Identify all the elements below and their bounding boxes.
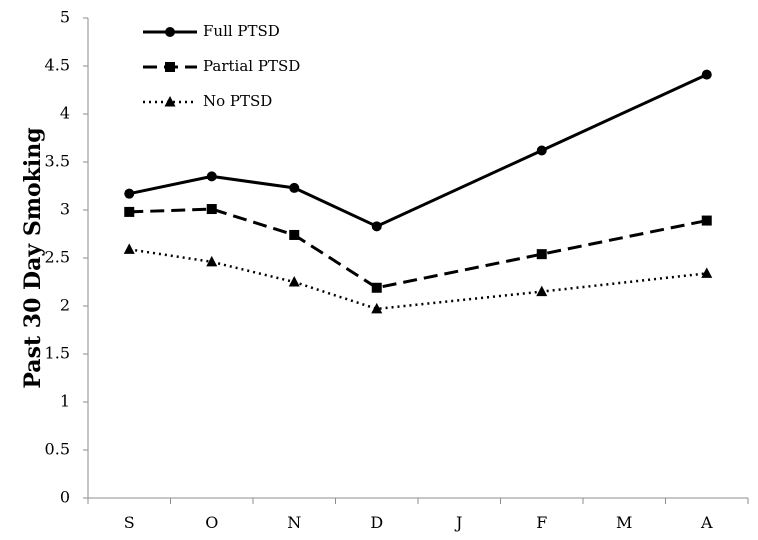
y-tick-label: 2.5 [45, 248, 70, 267]
legend-marker [165, 27, 175, 37]
data-point [701, 215, 712, 226]
x-tick-label: M [616, 513, 632, 532]
data-point [289, 182, 300, 193]
data-point [123, 243, 135, 254]
y-tick-label: 1 [60, 392, 70, 411]
data-point [289, 229, 300, 240]
legend-item: No PTSD [143, 92, 272, 110]
series-line [129, 248, 707, 311]
y-tick-label: 0 [60, 488, 70, 507]
legend-marker [165, 62, 175, 72]
data-point [206, 204, 217, 215]
x-tick-label: S [124, 513, 135, 532]
legend-label: Partial PTSD [203, 57, 300, 75]
data-point [371, 282, 382, 293]
data-point [288, 276, 300, 287]
x-tick-label: J [454, 513, 462, 532]
series-circle [124, 69, 712, 232]
series-triangle [123, 243, 713, 314]
y-tick-labels: 0 0.5 1 1.5 2 2.5 3 3.5 4 4.5 5 [45, 8, 70, 507]
legend-label: No PTSD [203, 92, 272, 110]
y-tick-label: 3 [60, 200, 70, 219]
data-point [701, 267, 713, 278]
y-tick-label: 4 [60, 104, 70, 123]
x-tick-label: N [287, 513, 301, 532]
x-tick-label: D [370, 513, 383, 532]
y-axis-title: Past 30 Day Smoking [20, 127, 46, 388]
x-tick-label: A [700, 513, 713, 532]
y-axis-title-group: Past 30 Day Smoking [20, 127, 46, 388]
x-tick-label: O [205, 513, 218, 532]
y-tick-label: 3.5 [45, 152, 70, 171]
y-tick-label: 4.5 [45, 56, 70, 75]
data-point [536, 145, 547, 156]
legend-marker [164, 96, 176, 107]
series-line [129, 207, 708, 290]
data-point [701, 69, 712, 80]
legend-label: Full PTSD [203, 22, 280, 40]
series-square [124, 204, 712, 293]
y-tick-label: 1.5 [45, 344, 70, 363]
series-line [128, 73, 708, 228]
data-point [206, 255, 218, 267]
data-point [124, 206, 135, 217]
legend-item: Partial PTSD [143, 57, 300, 75]
data-point [536, 285, 548, 297]
data-point [371, 302, 383, 314]
y-tick-label: 5 [60, 8, 70, 27]
y-tick-label: 0.5 [45, 440, 70, 459]
axes [83, 17, 749, 504]
data-point [124, 188, 135, 199]
data-point [371, 221, 382, 232]
data-point [206, 171, 217, 182]
data-point [536, 249, 547, 260]
series-layer [123, 69, 713, 314]
legend-item: Full PTSD [143, 22, 280, 40]
x-tick-label: F [536, 513, 547, 532]
y-tick-label: 2 [60, 296, 70, 315]
legend: Full PTSD Partial PTSD No PTSD [143, 22, 300, 110]
